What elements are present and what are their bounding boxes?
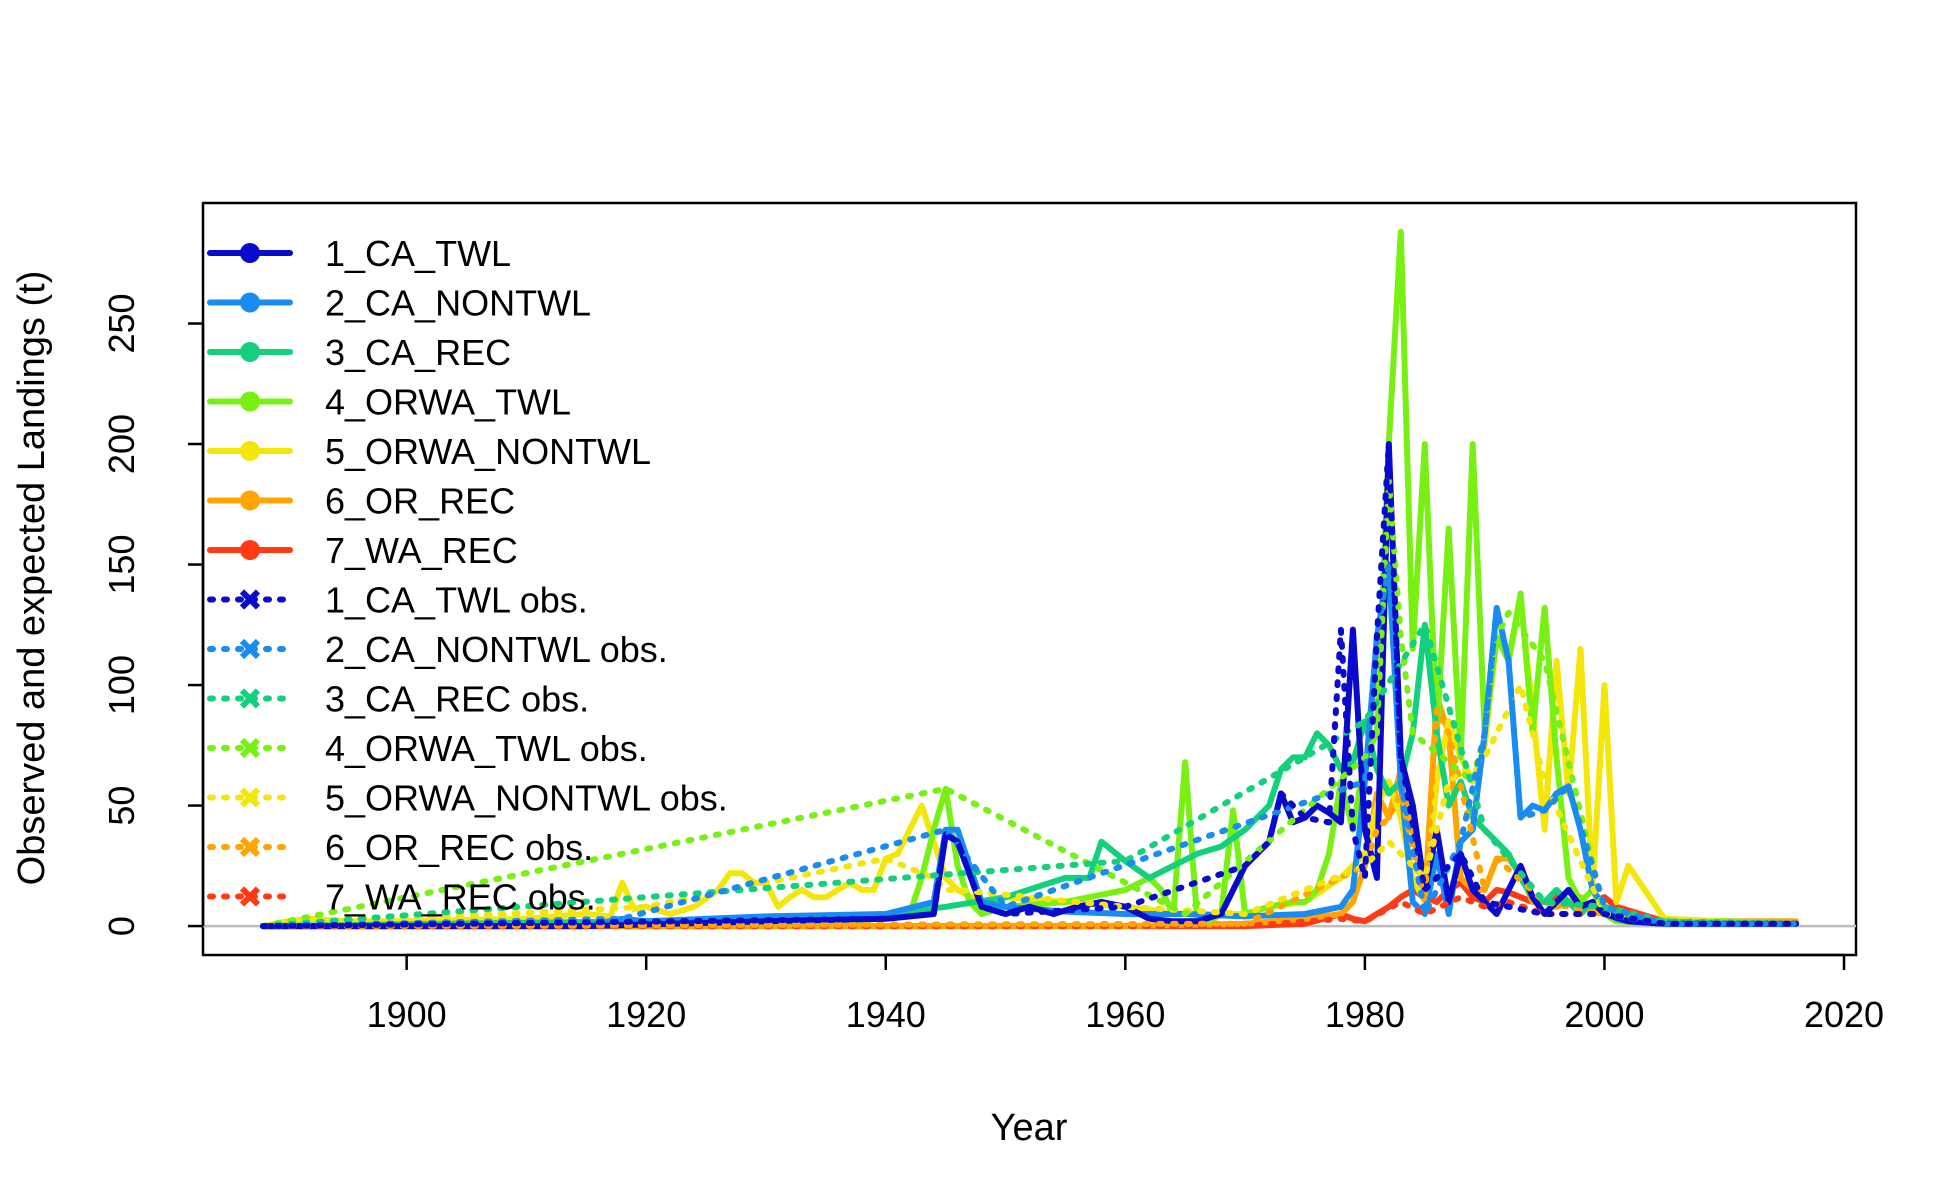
legend-dot-marker [240, 540, 260, 560]
legend-label: 5_ORWA_NONTWL obs. [325, 778, 728, 819]
x-tick-label: 1920 [606, 994, 686, 1035]
legend-item: 5_ORWA_NONTWL [207, 431, 651, 472]
series-line-13 [259, 706, 1800, 930]
legend-item: 3_CA_REC [207, 332, 511, 373]
legend-item: 4_ORWA_TWL obs. [207, 728, 648, 769]
axis-layer: 1900 1920 1940 1960 1980 2000 2020 0 50 100 150 20… [101, 293, 1884, 1035]
legend-label: 4_ORWA_TWL [325, 382, 571, 423]
legend-item: 7_WA_REC [207, 530, 518, 571]
series-line-14 [259, 894, 1800, 930]
legend-label: 4_ORWA_TWL obs. [325, 728, 648, 769]
legend-dot-marker [240, 292, 260, 313]
legend-cross-marker [239, 886, 261, 907]
legend-cross-marker [239, 787, 261, 808]
legend-label: 3_CA_REC [325, 332, 511, 373]
legend-dot-marker [240, 342, 260, 362]
legend-item: 2_CA_NONTWL [207, 283, 591, 324]
y-tick-label: 250 [101, 293, 142, 353]
series-line-11 [259, 477, 1800, 930]
x-tick-label: 2000 [1564, 994, 1644, 1035]
legend-item: 4_ORWA_TWL [207, 382, 571, 423]
series-line-8 [259, 441, 1800, 930]
series-line-10 [259, 621, 1800, 930]
x-tick-label: 1940 [846, 994, 926, 1035]
x-axis-title: Year [991, 1107, 1068, 1149]
x-axis: 1900 1920 1940 1960 1980 2000 2020 [367, 953, 1884, 1035]
legend-dot-marker [240, 391, 260, 412]
legend-item: 2_CA_NONTWL obs. [207, 629, 668, 670]
legend-label: 5_ORWA_NONTWL [325, 431, 651, 472]
x-tick-label: 1960 [1085, 994, 1165, 1035]
legend-item: 1_CA_TWL [207, 233, 511, 274]
legend-label: 7_WA_REC obs. [325, 877, 596, 918]
x-tick-label: 1980 [1325, 994, 1405, 1035]
legend-dot-marker [240, 243, 260, 263]
legend-label: 3_CA_REC obs. [325, 679, 589, 720]
y-tick-label: 100 [101, 655, 142, 715]
legend-label: 6_OR_REC obs. [325, 827, 593, 868]
legend-label: 1_CA_TWL obs. [325, 580, 588, 621]
y-tick-label: 200 [101, 414, 142, 474]
y-tick-label: 150 [101, 534, 142, 594]
x-tick-label: 1900 [367, 994, 447, 1035]
legend-item: 7_WA_REC obs. [207, 877, 596, 918]
legend-label: 6_OR_REC [325, 481, 515, 522]
legend-label: 7_WA_REC [325, 530, 518, 571]
legend: 1_CA_TWL 2_CA_NONTWL 3_CA_REC 4_ORWA_TWL 5_O… [207, 233, 728, 918]
legend-item: 3_CA_REC obs. [207, 679, 589, 720]
y-axis: 0 50 100 150 200 250 [101, 293, 205, 936]
legend-cross-marker [239, 589, 261, 610]
legend-cross-marker [239, 737, 261, 759]
legend-cross-marker [239, 836, 261, 858]
series-layer [259, 228, 1800, 930]
legend-dot-marker [240, 441, 260, 461]
legend-item: 6_OR_REC [207, 481, 515, 522]
legend-label: 2_CA_NONTWL obs. [325, 629, 668, 670]
legend-cross-marker [239, 638, 261, 660]
series-line-9 [259, 561, 1800, 930]
legend-cross-marker [239, 688, 261, 709]
legend-dot-marker [240, 490, 260, 511]
x-tick-label: 2020 [1804, 994, 1884, 1035]
legend-item: 6_OR_REC obs. [207, 827, 593, 868]
legend-label: 2_CA_NONTWL [325, 283, 591, 324]
legend-item: 5_ORWA_NONTWL obs. [207, 778, 728, 819]
y-tick-label: 0 [101, 916, 142, 936]
legend-item: 1_CA_TWL obs. [207, 580, 588, 621]
legend-label: 1_CA_TWL [325, 233, 511, 274]
y-tick-label: 50 [101, 786, 142, 826]
y-axis-title: Observed and expected Landings (t) [11, 271, 53, 886]
